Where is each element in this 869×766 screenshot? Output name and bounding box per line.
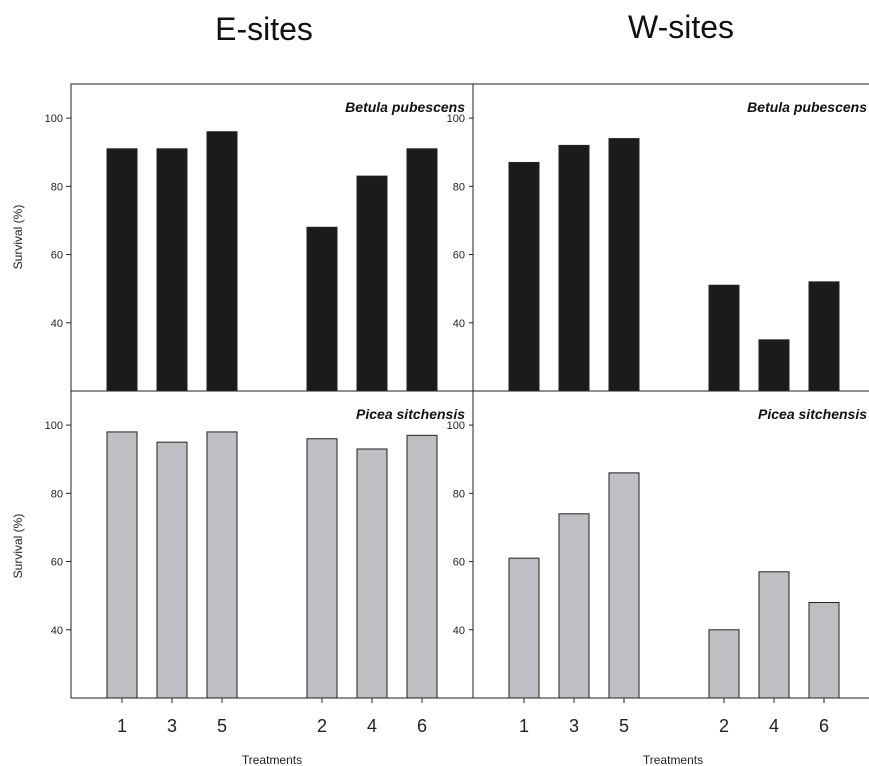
bar-treatment-1	[508, 557, 540, 699]
y-tick-label: 100	[447, 420, 465, 432]
bar-treatment-4	[758, 339, 790, 392]
bar-treatment-6	[808, 281, 840, 392]
y-tick-label: 80	[51, 488, 63, 500]
x-tick-label: 5	[217, 716, 227, 736]
bar-treatment-2	[708, 629, 740, 699]
y-tick-label: 100	[447, 113, 465, 125]
bar-treatment-4	[356, 175, 388, 392]
y-tick-label: 80	[453, 181, 465, 193]
x-axis-label-left: Treatments	[242, 753, 302, 766]
y-tick-label: 60	[51, 250, 63, 262]
bar-treatment-6	[406, 148, 438, 392]
y-tick-label: 80	[51, 181, 63, 193]
x-tick-label: 3	[167, 716, 177, 736]
bar-treatment-5	[608, 138, 640, 392]
y-tick-label: 100	[45, 113, 63, 125]
bar-treatment-5	[608, 472, 640, 699]
species-label: Picea sitchensis	[356, 406, 465, 422]
species-label: Picea sitchensis	[758, 406, 867, 422]
bar-treatment-4	[758, 571, 790, 699]
bar-treatment-5	[206, 131, 238, 392]
y-tick-label: 60	[453, 557, 465, 569]
y-tick-label: 40	[453, 625, 465, 637]
bar-treatment-6	[808, 601, 840, 699]
bar-treatment-5	[206, 431, 238, 699]
y-tick-label: 80	[453, 488, 465, 500]
bar-treatment-3	[156, 441, 188, 699]
x-tick-label: 1	[519, 716, 529, 736]
x-tick-label: 3	[569, 716, 579, 736]
x-tick-label: 2	[317, 716, 327, 736]
bar-treatment-1	[508, 161, 540, 392]
bar-treatment-3	[558, 144, 590, 392]
bar-treatment-1	[106, 148, 138, 392]
x-tick-label: 6	[417, 716, 427, 736]
bar-treatment-2	[306, 438, 338, 699]
x-tick-label: 5	[619, 716, 629, 736]
x-tick-label: 6	[819, 716, 829, 736]
x-axis-label-right: Treatments	[643, 753, 703, 766]
y-tick-label: 40	[51, 318, 63, 330]
y-tick-label: 40	[453, 318, 465, 330]
x-tick-label: 2	[719, 716, 729, 736]
y-axis-label-bottom: Survival (%)	[11, 514, 25, 579]
species-label: Betula pubescens	[747, 99, 867, 115]
y-tick-label: 60	[453, 250, 465, 262]
panel-bottom-right: 40 60 80 100 Picea sitchensis 1 3 5 2 4 6	[447, 390, 869, 736]
y-tick-label: 60	[51, 557, 63, 569]
bar-treatment-2	[306, 226, 338, 392]
y-tick-label: 40	[51, 625, 63, 637]
species-label: Betula pubescens	[345, 99, 465, 115]
x-tick-label: 1	[117, 716, 127, 736]
column-title-e-sites: E-sites	[215, 11, 313, 47]
bar-treatment-1	[106, 431, 138, 699]
bar-treatment-3	[558, 513, 590, 699]
panel-top-right: 40 60 80 100 Betula pubescens	[447, 83, 869, 392]
y-tick-label: 100	[45, 420, 63, 432]
bar-treatment-3	[156, 148, 188, 392]
bar-treatment-4	[356, 448, 388, 699]
panel-frame	[472, 390, 869, 699]
y-axis-label-top: Survival (%)	[11, 205, 25, 270]
x-tick-label: 4	[769, 716, 779, 736]
column-title-w-sites: W-sites	[628, 9, 734, 45]
bar-treatment-2	[708, 284, 740, 392]
x-tick-label: 4	[367, 716, 377, 736]
bar-treatment-6	[406, 434, 438, 699]
